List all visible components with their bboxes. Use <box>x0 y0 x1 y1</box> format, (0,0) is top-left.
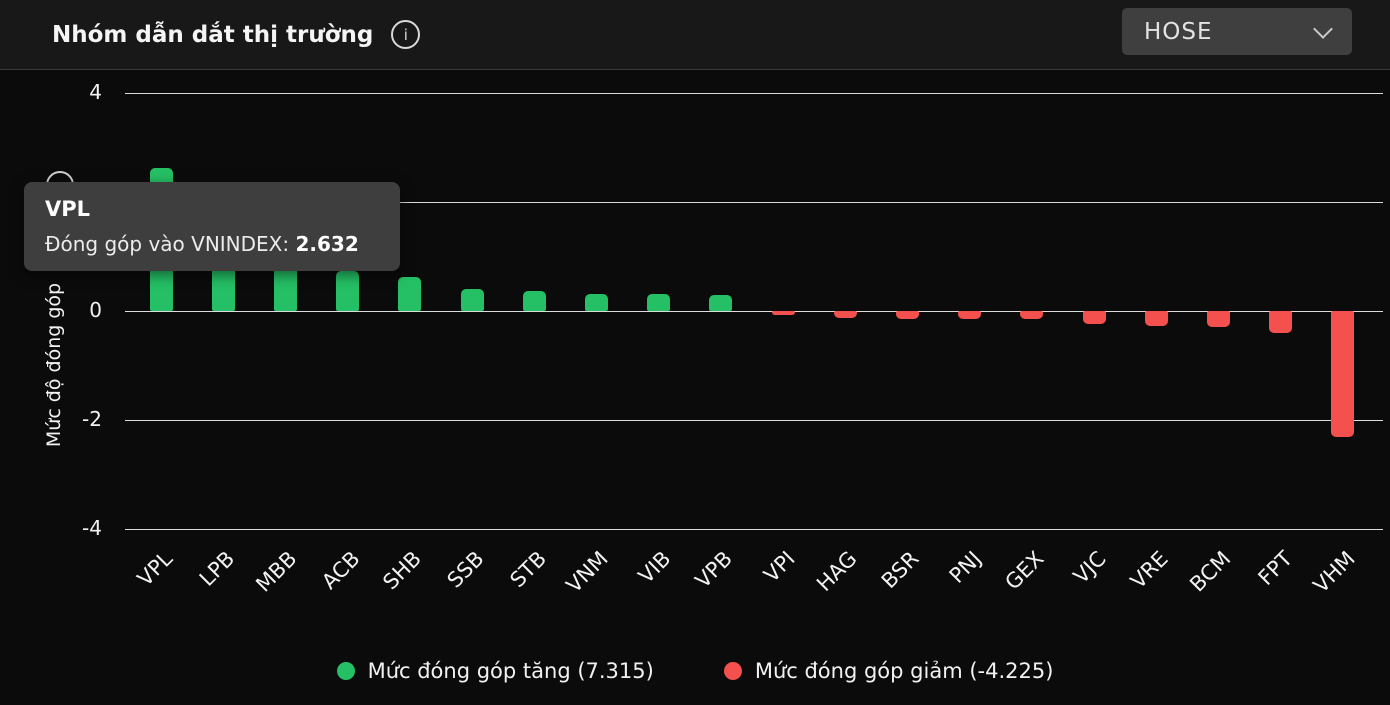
legend-label-up: Mức đóng góp tăng (7.315) <box>367 659 654 683</box>
contribution-bar-chart: Mức độ đóng góp VPL Đóng góp vào VNINDEX… <box>0 71 1390 705</box>
legend-item-down[interactable]: Mức đóng góp giảm (-4.225) <box>723 659 1054 683</box>
gridline--4 <box>125 529 1383 530</box>
x-tick-label-VPL: VPL <box>133 546 178 591</box>
tooltip-label: Đóng góp vào VNINDEX: <box>45 232 290 256</box>
gridline-2 <box>125 202 1383 203</box>
x-tick-label-VRE: VRE <box>1125 546 1173 594</box>
tooltip-value: 2.632 <box>295 232 359 256</box>
x-tick-label-VIB: VIB <box>633 546 676 589</box>
bar-VHM[interactable] <box>1331 311 1355 438</box>
gridline-4 <box>125 93 1383 94</box>
bar-STB[interactable] <box>522 291 546 311</box>
bar-PNJ[interactable] <box>958 311 982 319</box>
legend-dot-down <box>723 662 742 680</box>
chevron-down-icon <box>1313 18 1333 39</box>
gridline--2 <box>125 420 1383 421</box>
bar-VRE[interactable] <box>1144 311 1168 326</box>
bar-ACB[interactable] <box>336 270 360 311</box>
bar-BCM[interactable] <box>1206 311 1230 328</box>
x-tick-label-BSR: BSR <box>877 546 924 594</box>
x-tick-label-LPB: LPB <box>195 546 240 591</box>
bar-MBB[interactable] <box>273 266 297 311</box>
x-tick-label-BCM: BCM <box>1184 546 1235 597</box>
bar-VPB[interactable] <box>709 295 733 311</box>
panel-header: Nhóm dẫn dắt thị trường i HOSE <box>0 0 1390 70</box>
chart-legend: Mức đóng góp tăng (7.315) Mức đóng góp g… <box>0 659 1390 683</box>
x-tick-label-VNM: VNM <box>561 546 613 598</box>
legend-item-up[interactable]: Mức đóng góp tăng (7.315) <box>336 659 654 683</box>
legend-dot-up <box>336 662 355 680</box>
bar-HAG[interactable] <box>833 311 857 319</box>
panel-title: Nhóm dẫn dắt thị trường <box>52 21 374 48</box>
x-tick-label-GEX: GEX <box>1000 546 1049 595</box>
bar-VIB[interactable] <box>647 294 671 311</box>
y-tick-label-4: 4 <box>89 80 102 104</box>
tooltip-value-line: Đóng góp vào VNINDEX: 2.632 <box>45 232 379 256</box>
x-tick-label-VPB: VPB <box>691 546 738 593</box>
exchange-dropdown[interactable]: HOSE <box>1122 8 1352 55</box>
bar-SHB[interactable] <box>398 277 422 311</box>
bar-SSB[interactable] <box>460 289 484 311</box>
x-tick-label-VJC: VJC <box>1068 546 1111 589</box>
x-tick-label-STB: STB <box>505 546 551 593</box>
x-tick-label-VPI: VPI <box>759 546 800 587</box>
x-tick-label-VHM: VHM <box>1308 546 1360 598</box>
x-tick-label-FPT: FPT <box>1253 546 1298 591</box>
x-tick-label-HAG: HAG <box>812 546 862 597</box>
bar-VJC[interactable] <box>1082 311 1106 324</box>
bar-FPT[interactable] <box>1269 311 1293 333</box>
bar-VPI[interactable] <box>771 311 795 315</box>
bar-VNM[interactable] <box>584 293 608 311</box>
x-tick-label-SSB: SSB <box>442 546 489 593</box>
bar-GEX[interactable] <box>1020 311 1044 320</box>
exchange-dropdown-value: HOSE <box>1144 18 1213 45</box>
x-tick-label-MBB: MBB <box>251 546 302 597</box>
legend-label-down: Mức đóng góp giảm (-4.225) <box>754 659 1054 683</box>
gridline-0 <box>125 311 1383 312</box>
bar-LPB[interactable] <box>211 261 235 311</box>
x-tick-label-ACB: ACB <box>316 546 365 594</box>
x-tick-label-PNJ: PNJ <box>944 546 987 588</box>
y-tick-label-0: 0 <box>89 298 102 322</box>
y-tick-label--2: -2 <box>82 407 102 431</box>
x-tick-label-SHB: SHB <box>378 546 427 595</box>
bar-BSR[interactable] <box>895 311 919 319</box>
tooltip-symbol: VPL <box>45 197 91 221</box>
chart-tooltip: VPL Đóng góp vào VNINDEX: 2.632 <box>24 182 400 271</box>
y-tick-label--4: -4 <box>82 516 102 540</box>
info-icon[interactable]: i <box>391 20 421 49</box>
